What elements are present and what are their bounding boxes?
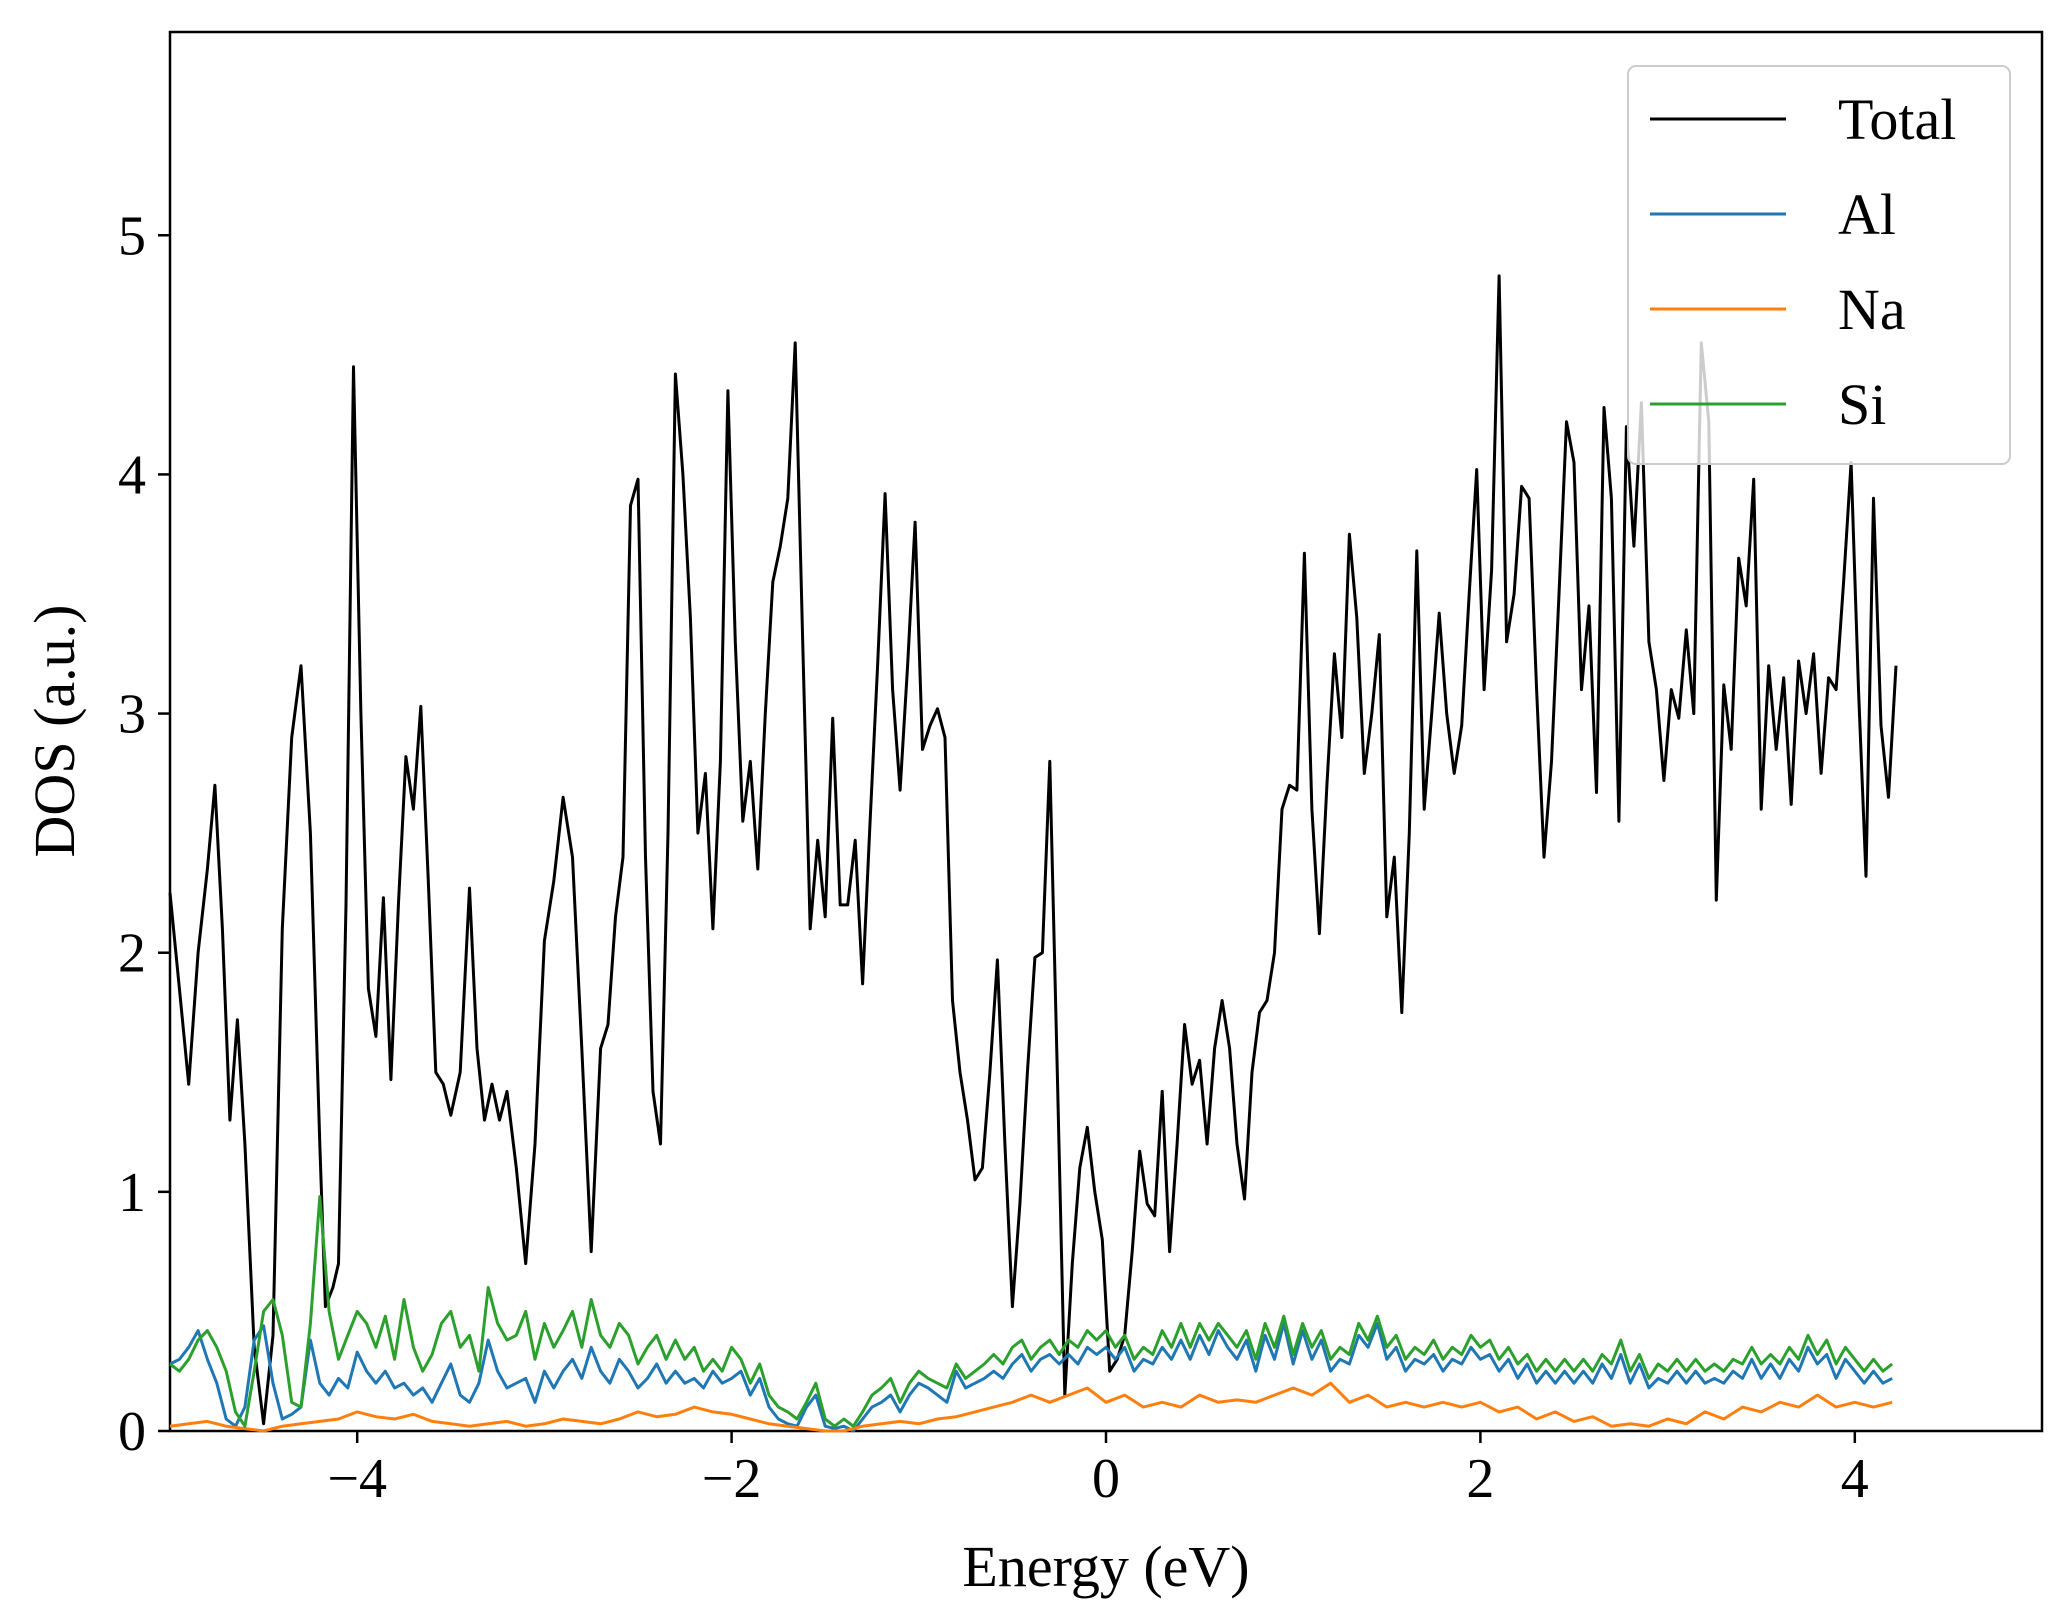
series-line-si [169,1195,1894,1428]
y-tick-label: 5 [118,205,146,267]
legend-label-al: Al [1838,182,1896,247]
x-tick-label: 2 [1466,1448,1494,1510]
legend-box [1627,65,2011,465]
y-tick-label: 1 [118,1162,146,1224]
y-axis-title: DOS (a.u.) [22,605,87,858]
x-tick-label: −2 [702,1448,762,1510]
legend-label-total: Total [1838,87,1956,152]
x-tick-label: 0 [1092,1448,1120,1510]
legend: Total Al Na Si [1627,65,2011,465]
series-line-total [168,274,1898,1426]
legend-label-na: Na [1838,277,1906,342]
y-tick-label: 3 [118,684,146,746]
series-line-na [169,1381,1893,1433]
y-tick-label: 0 [118,1401,146,1463]
series-layer [168,274,1898,1433]
y-axis: 0 1 2 3 4 5 [118,205,170,1463]
legend-label-si: Si [1838,372,1886,437]
x-tick-label: 4 [1841,1448,1869,1510]
y-tick-label: 4 [118,444,146,506]
x-axis: −4 −2 0 2 4 [327,1431,1869,1510]
x-axis-title: Energy (eV) [962,1534,1249,1599]
y-tick-label: 2 [118,923,146,985]
series-line-al [169,1321,1893,1433]
x-tick-label: −4 [327,1448,387,1510]
